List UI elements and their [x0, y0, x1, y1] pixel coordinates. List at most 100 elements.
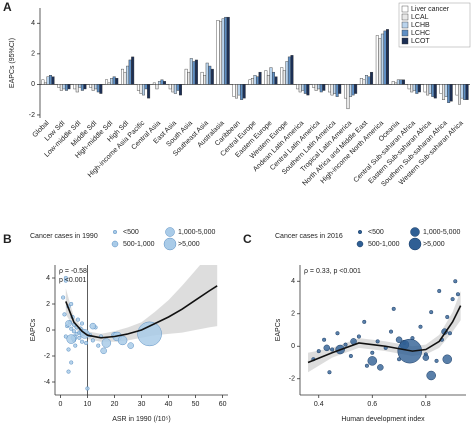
bar [152, 82, 156, 85]
point [364, 363, 369, 368]
x-tick-label: 10 [84, 401, 92, 408]
y-tick-label: 2 [291, 311, 295, 318]
y-tick-label: -4 [44, 379, 50, 386]
legend-marker [112, 229, 118, 235]
point [85, 386, 90, 391]
bar [298, 84, 302, 93]
bar [444, 84, 448, 97]
annotation: p <0.001 [59, 277, 87, 284]
bar [232, 84, 236, 97]
point [377, 364, 384, 371]
bar [112, 76, 116, 85]
bar [192, 61, 196, 85]
point [137, 321, 162, 347]
bar [328, 84, 332, 93]
bar [346, 84, 350, 110]
confidence-band [65, 265, 218, 342]
bar [391, 81, 395, 85]
y-tick-label: -2 [29, 112, 35, 119]
bar [442, 84, 446, 100]
bar [306, 84, 310, 96]
bar [139, 84, 143, 94]
legend-swatch [401, 13, 409, 21]
fit-line [307, 305, 462, 364]
y-tick-label: 4 [291, 278, 295, 285]
bar [250, 78, 254, 85]
point [66, 347, 71, 352]
bar [96, 84, 100, 93]
bar [43, 82, 47, 85]
bar [235, 84, 238, 99]
legend-title: Cancer cases in 1990 [30, 233, 98, 240]
y-tick-label: 4 [46, 275, 50, 282]
bar [426, 84, 430, 96]
x-tick-label: 0.8 [421, 401, 431, 408]
bar [412, 84, 416, 91]
point [335, 331, 340, 336]
bar [105, 79, 109, 85]
bar [317, 84, 321, 90]
bar [378, 38, 382, 85]
bar [144, 84, 148, 90]
bar [367, 76, 371, 85]
point [101, 338, 112, 348]
y-axis-label: EAPCs [275, 318, 282, 341]
y-tick-label: -2 [289, 376, 295, 383]
point [327, 370, 332, 375]
bar [282, 70, 286, 85]
bar [80, 84, 84, 91]
point [447, 331, 452, 336]
point [434, 358, 439, 363]
point [66, 369, 71, 374]
bar [394, 82, 398, 85]
point [89, 322, 97, 330]
point [356, 334, 361, 339]
point [63, 275, 68, 281]
bar [433, 84, 437, 99]
point [69, 326, 74, 331]
point [391, 306, 396, 311]
bar [49, 75, 52, 85]
point [330, 347, 335, 352]
bar [136, 84, 140, 91]
bar [365, 75, 368, 85]
bar [447, 84, 451, 103]
bar [458, 84, 461, 105]
point [65, 320, 72, 327]
bar [399, 79, 403, 85]
bar [203, 75, 207, 85]
bar [142, 84, 145, 96]
bar [312, 84, 316, 88]
bar [431, 84, 435, 97]
bar [258, 71, 262, 85]
bar [155, 84, 159, 90]
bar [51, 76, 55, 85]
annotation: ρ = -0.58 [59, 268, 87, 275]
bar [272, 71, 275, 85]
bar [57, 84, 61, 88]
legend-swatch [401, 29, 409, 37]
legend-marker [111, 240, 119, 248]
legend-label: LCOT [411, 38, 430, 45]
legend-label: 1,000-5,000 [423, 229, 460, 236]
bar [410, 84, 414, 93]
bar [210, 68, 214, 85]
point [73, 343, 78, 348]
bar [386, 29, 389, 85]
legend-label: >5,000 [423, 241, 445, 248]
bar [46, 76, 50, 85]
bar [187, 71, 191, 85]
bar [301, 84, 305, 91]
x-tick-label: 40 [165, 401, 173, 408]
point [75, 317, 81, 322]
y-tick-label: 0 [31, 81, 35, 88]
x-tick-label: 50 [192, 401, 200, 408]
point [62, 312, 67, 317]
bar [160, 79, 164, 85]
bar [131, 56, 135, 85]
bar [173, 84, 177, 94]
point [127, 342, 134, 349]
bar [401, 79, 405, 85]
bar [335, 84, 339, 97]
point [69, 301, 74, 307]
